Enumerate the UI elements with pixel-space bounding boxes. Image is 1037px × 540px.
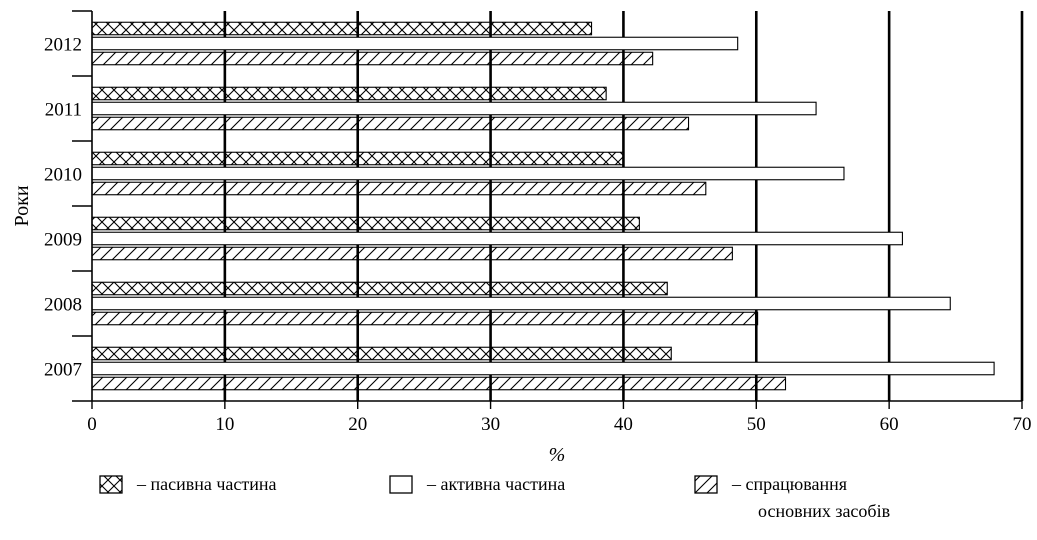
x-axis-label: % [549, 444, 566, 466]
bars [91, 21, 995, 391]
legend-label: основних засобів [758, 501, 890, 521]
x-tick-label: 60 [880, 414, 899, 435]
x-tick-label: 10 [215, 414, 234, 435]
y-axis-label: Роки [11, 185, 33, 226]
x-tick-label: 20 [348, 414, 367, 435]
bar-2007-series-1 [91, 361, 995, 376]
labels: 2007 2008 2009 2010 2011 2012 0 10 20 30 40 50 60 70%… [11, 35, 1032, 467]
bar-2012-series-1 [91, 36, 739, 51]
bar-2009-series-2 [91, 246, 733, 261]
grid-lines [223, 11, 1024, 401]
bar-2010-series-2 [91, 181, 707, 196]
bar-2009-series-1 [91, 231, 903, 246]
legend: – пасивна частина – активна частина – спра… [99, 474, 890, 521]
legend-swatch-2 [694, 475, 718, 494]
bar-2012-series-0 [91, 21, 593, 36]
y-tick-label: 2012 [44, 35, 82, 56]
legend-swatch-0 [99, 475, 123, 494]
bar-2011-series-1 [91, 101, 817, 116]
bar-2007-series-0 [91, 346, 672, 361]
bar-2011-series-2 [91, 116, 690, 131]
x-tick-label: 50 [747, 414, 766, 435]
y-tick-label: 2011 [45, 100, 82, 121]
bar-2010-series-0 [91, 151, 624, 166]
y-tick-label: 2009 [44, 230, 82, 251]
bar-2007-series-2 [91, 376, 787, 391]
bar-2008-series-0 [91, 281, 668, 296]
y-tick-label: 2007 [44, 360, 82, 381]
x-tick-label: 0 [87, 414, 97, 435]
y-tick-label: 2008 [44, 295, 82, 316]
bar-2010-series-1 [91, 166, 845, 181]
legend-swatch-1 [389, 475, 413, 494]
bar-2012-series-2 [91, 51, 654, 66]
bar-2008-series-2 [91, 311, 759, 326]
x-tick-label: 70 [1013, 414, 1032, 435]
axes [72, 10, 1023, 409]
legend-label: – активна частина [426, 474, 565, 494]
legend-label: – спрацювання [731, 474, 847, 494]
x-tick-label: 30 [481, 414, 500, 435]
y-tick-label: 2010 [44, 165, 82, 186]
bar-2008-series-1 [91, 296, 951, 311]
legend-label: – пасивна частина [136, 474, 277, 494]
x-tick-label: 40 [614, 414, 633, 435]
bar-2011-series-0 [91, 86, 607, 101]
bar-2009-series-0 [91, 216, 640, 231]
